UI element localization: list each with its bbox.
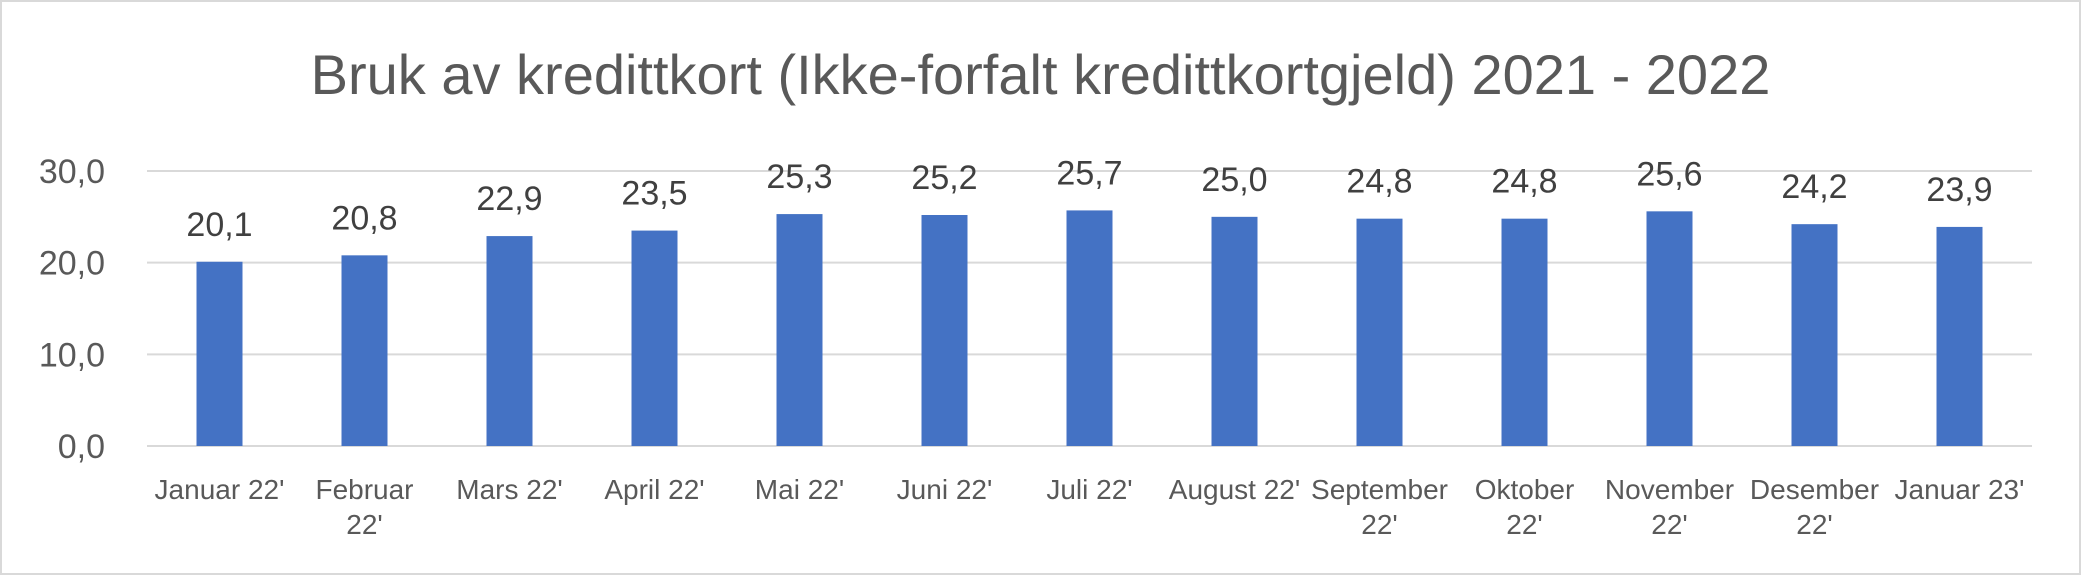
x-category-label: 22': [1651, 509, 1688, 540]
data-label: 23,5: [621, 175, 687, 213]
data-label: 20,1: [186, 206, 252, 244]
x-category-label: April 22': [604, 474, 704, 505]
x-category-label: Mai 22': [755, 474, 844, 505]
data-label: 24,2: [1781, 168, 1847, 206]
bar: [1501, 218, 1548, 446]
x-category-label: Februar: [315, 474, 413, 505]
x-category-label: 22': [1361, 509, 1398, 540]
bar: [1646, 211, 1693, 446]
bar: [1066, 210, 1113, 446]
x-category-label: November: [1605, 474, 1734, 505]
data-label: 25,0: [1201, 161, 1267, 199]
x-category-label: 22': [346, 509, 383, 540]
x-category-label: Januar 22': [155, 474, 285, 505]
data-label: 25,3: [766, 158, 832, 196]
data-label: 24,8: [1346, 163, 1412, 201]
bar: [1356, 218, 1403, 446]
x-category-label: Juni 22': [897, 474, 993, 505]
bar: [341, 255, 388, 446]
bar: [776, 214, 823, 446]
chart-title: Bruk av kredittkort (Ikke-forfalt kredit…: [310, 43, 1771, 106]
data-label: 25,6: [1636, 155, 1702, 193]
y-tick-label: 20,0: [39, 245, 105, 283]
bar: [921, 215, 968, 446]
bar: [1791, 224, 1838, 446]
bar: [1211, 216, 1258, 446]
x-category-label: Juli 22': [1046, 474, 1132, 505]
bar: [196, 261, 243, 446]
y-tick-label: 30,0: [39, 153, 105, 191]
x-category-label: Januar 23': [1895, 474, 2025, 505]
data-label: 23,9: [1926, 171, 1992, 209]
bar: [486, 236, 533, 446]
y-tick-label: 10,0: [39, 336, 105, 374]
x-category-label: Mars 22': [456, 474, 563, 505]
x-category-label: Desember: [1750, 474, 1879, 505]
bar: [631, 230, 678, 446]
x-category-label: 22': [1796, 509, 1833, 540]
data-label: 25,2: [911, 159, 977, 197]
data-label: 20,8: [331, 199, 397, 237]
data-label: 22,9: [476, 180, 542, 218]
x-category-label: August 22': [1169, 474, 1300, 505]
x-category-label: 22': [1506, 509, 1543, 540]
x-category-label: September: [1311, 474, 1448, 505]
x-category-label: Oktober: [1475, 474, 1575, 505]
y-tick-label: 0,0: [58, 428, 105, 466]
data-label: 24,8: [1491, 163, 1557, 201]
bar: [1936, 226, 1983, 446]
data-label: 25,7: [1056, 154, 1122, 192]
